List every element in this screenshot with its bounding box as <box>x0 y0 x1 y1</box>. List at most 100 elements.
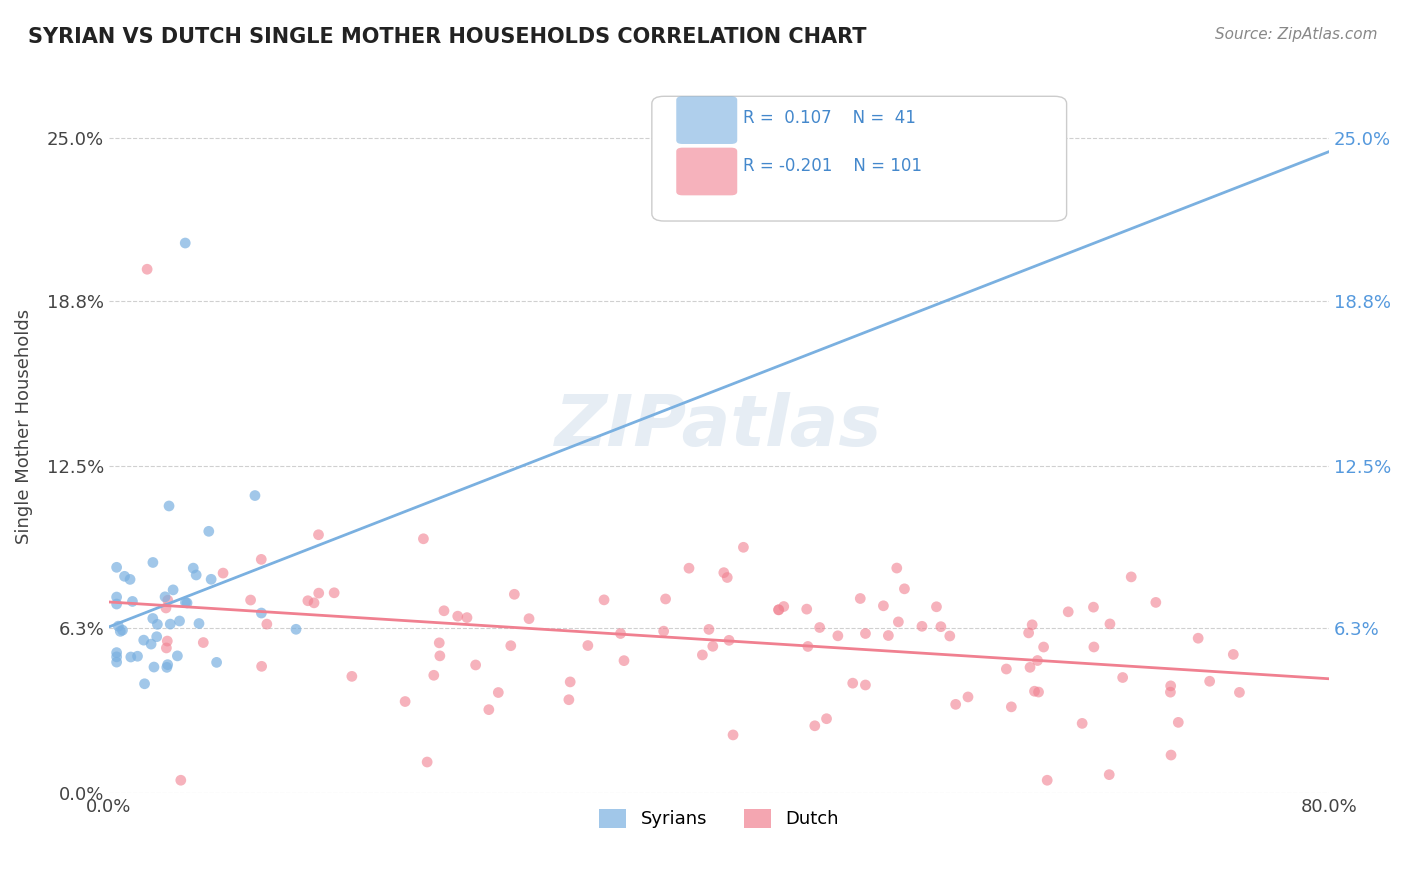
Point <box>145 630 167 644</box>
Point <box>447 609 470 624</box>
Point <box>1019 660 1042 674</box>
Text: R =  0.107    N =  41: R = 0.107 N = 41 <box>744 110 917 128</box>
Point <box>174 235 197 250</box>
Point <box>1032 640 1054 654</box>
Point <box>456 610 478 624</box>
Point <box>945 698 967 712</box>
FancyBboxPatch shape <box>676 96 737 144</box>
Point <box>302 596 325 610</box>
Point <box>716 570 738 584</box>
Point <box>1026 653 1049 667</box>
Point <box>174 595 197 609</box>
Point <box>1144 595 1167 609</box>
Point <box>893 582 915 596</box>
Point <box>250 552 273 566</box>
Point <box>105 590 128 604</box>
Point <box>107 619 129 633</box>
Point <box>560 674 582 689</box>
Point <box>142 611 165 625</box>
FancyBboxPatch shape <box>652 96 1067 221</box>
Point <box>702 640 724 654</box>
Point <box>1057 605 1080 619</box>
Point <box>1018 626 1040 640</box>
Point <box>911 619 934 633</box>
Point <box>841 676 863 690</box>
Point <box>121 594 143 608</box>
Point <box>1098 616 1121 631</box>
Legend: Syrians, Dutch: Syrians, Dutch <box>592 802 846 836</box>
Point <box>181 561 204 575</box>
Point <box>1000 699 1022 714</box>
Point <box>887 615 910 629</box>
Point <box>808 620 831 634</box>
Point <box>1111 671 1133 685</box>
Point <box>772 599 794 614</box>
Point <box>1083 600 1105 615</box>
Point <box>157 499 180 513</box>
Point <box>155 601 177 615</box>
Point <box>652 624 675 639</box>
Point <box>827 629 849 643</box>
Point <box>200 572 222 586</box>
Point <box>1071 716 1094 731</box>
Point <box>929 620 952 634</box>
Point <box>925 599 948 614</box>
Point <box>134 677 156 691</box>
Point <box>464 657 486 672</box>
Text: R = -0.201    N = 101: R = -0.201 N = 101 <box>744 157 922 175</box>
Point <box>142 556 165 570</box>
Point <box>285 622 308 636</box>
Point <box>256 617 278 632</box>
Point <box>678 561 700 575</box>
Point <box>855 626 877 640</box>
Point <box>156 634 179 648</box>
Point <box>995 662 1018 676</box>
Point <box>1187 631 1209 645</box>
Point <box>340 669 363 683</box>
Point <box>733 541 755 555</box>
Point <box>486 685 509 699</box>
Point <box>416 755 439 769</box>
Point <box>593 593 616 607</box>
Point <box>433 604 456 618</box>
Point <box>886 561 908 575</box>
Point <box>1198 674 1220 689</box>
Point <box>1036 773 1059 788</box>
Point <box>1159 685 1181 699</box>
Point <box>166 648 188 663</box>
Point <box>804 719 827 733</box>
Point <box>478 703 501 717</box>
Point <box>499 639 522 653</box>
Point <box>170 773 193 788</box>
Point <box>105 649 128 664</box>
Point <box>692 648 714 662</box>
Point <box>1021 617 1043 632</box>
Point <box>308 527 330 541</box>
Point <box>576 639 599 653</box>
Point <box>127 649 149 664</box>
Point <box>153 590 176 604</box>
Point <box>718 633 741 648</box>
Point <box>849 591 872 606</box>
Point <box>412 532 434 546</box>
Point <box>768 603 790 617</box>
Point <box>517 612 540 626</box>
Point <box>205 656 228 670</box>
Point <box>105 655 128 669</box>
Point <box>429 648 451 663</box>
Point <box>162 582 184 597</box>
Point <box>156 593 179 607</box>
Point <box>503 587 526 601</box>
Point <box>394 694 416 708</box>
Point <box>815 712 838 726</box>
Point <box>250 606 273 620</box>
Point <box>768 603 790 617</box>
Point <box>159 617 181 632</box>
Point <box>176 596 198 610</box>
Point <box>1160 747 1182 762</box>
Text: Source: ZipAtlas.com: Source: ZipAtlas.com <box>1215 27 1378 42</box>
Point <box>114 569 136 583</box>
Point <box>1024 684 1046 698</box>
Point <box>156 660 179 674</box>
Point <box>250 659 273 673</box>
